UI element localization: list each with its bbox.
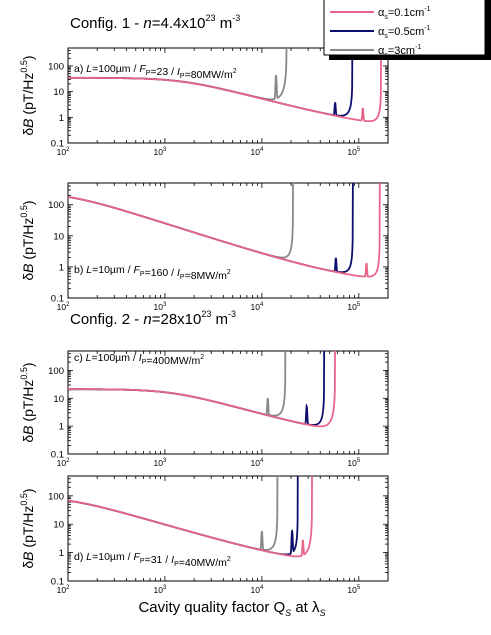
x-tick-label: 103 — [154, 147, 167, 157]
y-axis-label: δB (pT/Hz0.5) — [19, 55, 36, 135]
y-tick-label: 100 — [48, 491, 64, 502]
series-line — [68, 183, 381, 278]
panel-annotation: b) L=10µm / FP=160 / IP=8MW/m2 — [74, 264, 231, 282]
x-tick-label: 103 — [154, 458, 167, 468]
x-tick-label: 102 — [57, 458, 70, 468]
panel-annotation: c) L=100µm / IP=400MW/m2 — [74, 352, 204, 367]
series-line — [68, 351, 336, 428]
y-tick-label: 1 — [59, 548, 64, 559]
y-tick-label: 10 — [53, 231, 64, 242]
x-tick-label: 104 — [250, 147, 263, 157]
chart-panel-d: 102 103 104 105 0.1 1 10 100 δB (pT/Hz0.5) d) L=1… — [19, 475, 389, 595]
series-line — [68, 183, 294, 259]
y-tick-label: 1 — [59, 262, 64, 273]
y-tick-label: 10 — [53, 520, 64, 531]
x-tick-label: 105 — [347, 302, 360, 312]
panel-annotation: d) L=10µm / FP=31 / IP=40MW/m2 — [74, 551, 231, 569]
x-tick-label: 104 — [250, 302, 263, 312]
y-tick-label: 100 — [48, 61, 64, 72]
x-tick-label: 102 — [57, 147, 70, 157]
legend-entry: αs=0.5cm-1 — [378, 25, 431, 40]
y-tick-label: 0.1 — [51, 577, 64, 588]
legend-box — [323, 0, 486, 56]
y-tick-label: 1 — [59, 113, 64, 124]
x-tick-label: 104 — [250, 458, 263, 468]
legend-entry: αs=0.1cm-1 — [378, 6, 431, 21]
x-tick-label: 102 — [57, 302, 70, 312]
legend-entry: αs=3cm-1 — [378, 44, 421, 59]
x-axis-label: Cavity quality factor QS at λS — [138, 599, 325, 618]
chart-panel-a: 102 103 104 105 0.1 1 10 100 δB (pT/Hz0.5) a) L=1… — [19, 47, 389, 157]
y-axis-label: δB (pT/Hz0.5) — [19, 200, 36, 280]
legend: αs=0.1cm-1 αs=0.5cm-1 αs=3cm-1 — [323, 0, 491, 60]
y-tick-label: 10 — [53, 394, 64, 405]
x-tick-label: 105 — [347, 585, 360, 595]
y-axis-label: δB (pT/Hz0.5) — [19, 362, 36, 442]
y-tick-label: 10 — [53, 87, 64, 98]
plot-frame — [67, 350, 389, 455]
y-tick-label: 0.1 — [51, 139, 64, 150]
y-axis-label: δB (pT/Hz0.5) — [19, 488, 36, 568]
y-tick-label: 0.1 — [51, 450, 64, 461]
x-tick-label: 103 — [154, 585, 167, 595]
panel-annotation: a) L=100µm / FP=23 / IP=80MW/m2 — [74, 63, 237, 81]
y-tick-label: 0.1 — [51, 294, 64, 305]
plot-frame — [67, 182, 389, 299]
series-line — [68, 476, 313, 558]
x-tick-label: 102 — [57, 585, 70, 595]
series-line — [68, 183, 354, 274]
config-title-2: Config. 2 - n=28x1023 m-3 — [70, 309, 236, 328]
plot-frame — [67, 475, 389, 582]
x-tick-label: 105 — [347, 147, 360, 157]
series-line — [68, 48, 382, 123]
x-tick-label: 103 — [154, 302, 167, 312]
series-line — [68, 476, 299, 556]
y-tick-label: 100 — [48, 200, 64, 211]
chart-panel-b: 102 103 104 105 0.1 1 10 100 δB (pT/Hz0.5) b) L=1… — [19, 182, 389, 312]
y-tick-label: 100 — [48, 366, 64, 377]
series-line — [68, 476, 279, 551]
config-title-1: Config. 1 - n=4.4x1023 m-3 — [70, 13, 240, 32]
x-tick-label: 104 — [250, 585, 263, 595]
chart-panel-c: 102 103 104 105 0.1 1 10 100 δB (pT/Hz0.5) c) L=1… — [19, 350, 389, 468]
x-tick-label: 105 — [347, 458, 360, 468]
y-tick-label: 1 — [59, 422, 64, 433]
